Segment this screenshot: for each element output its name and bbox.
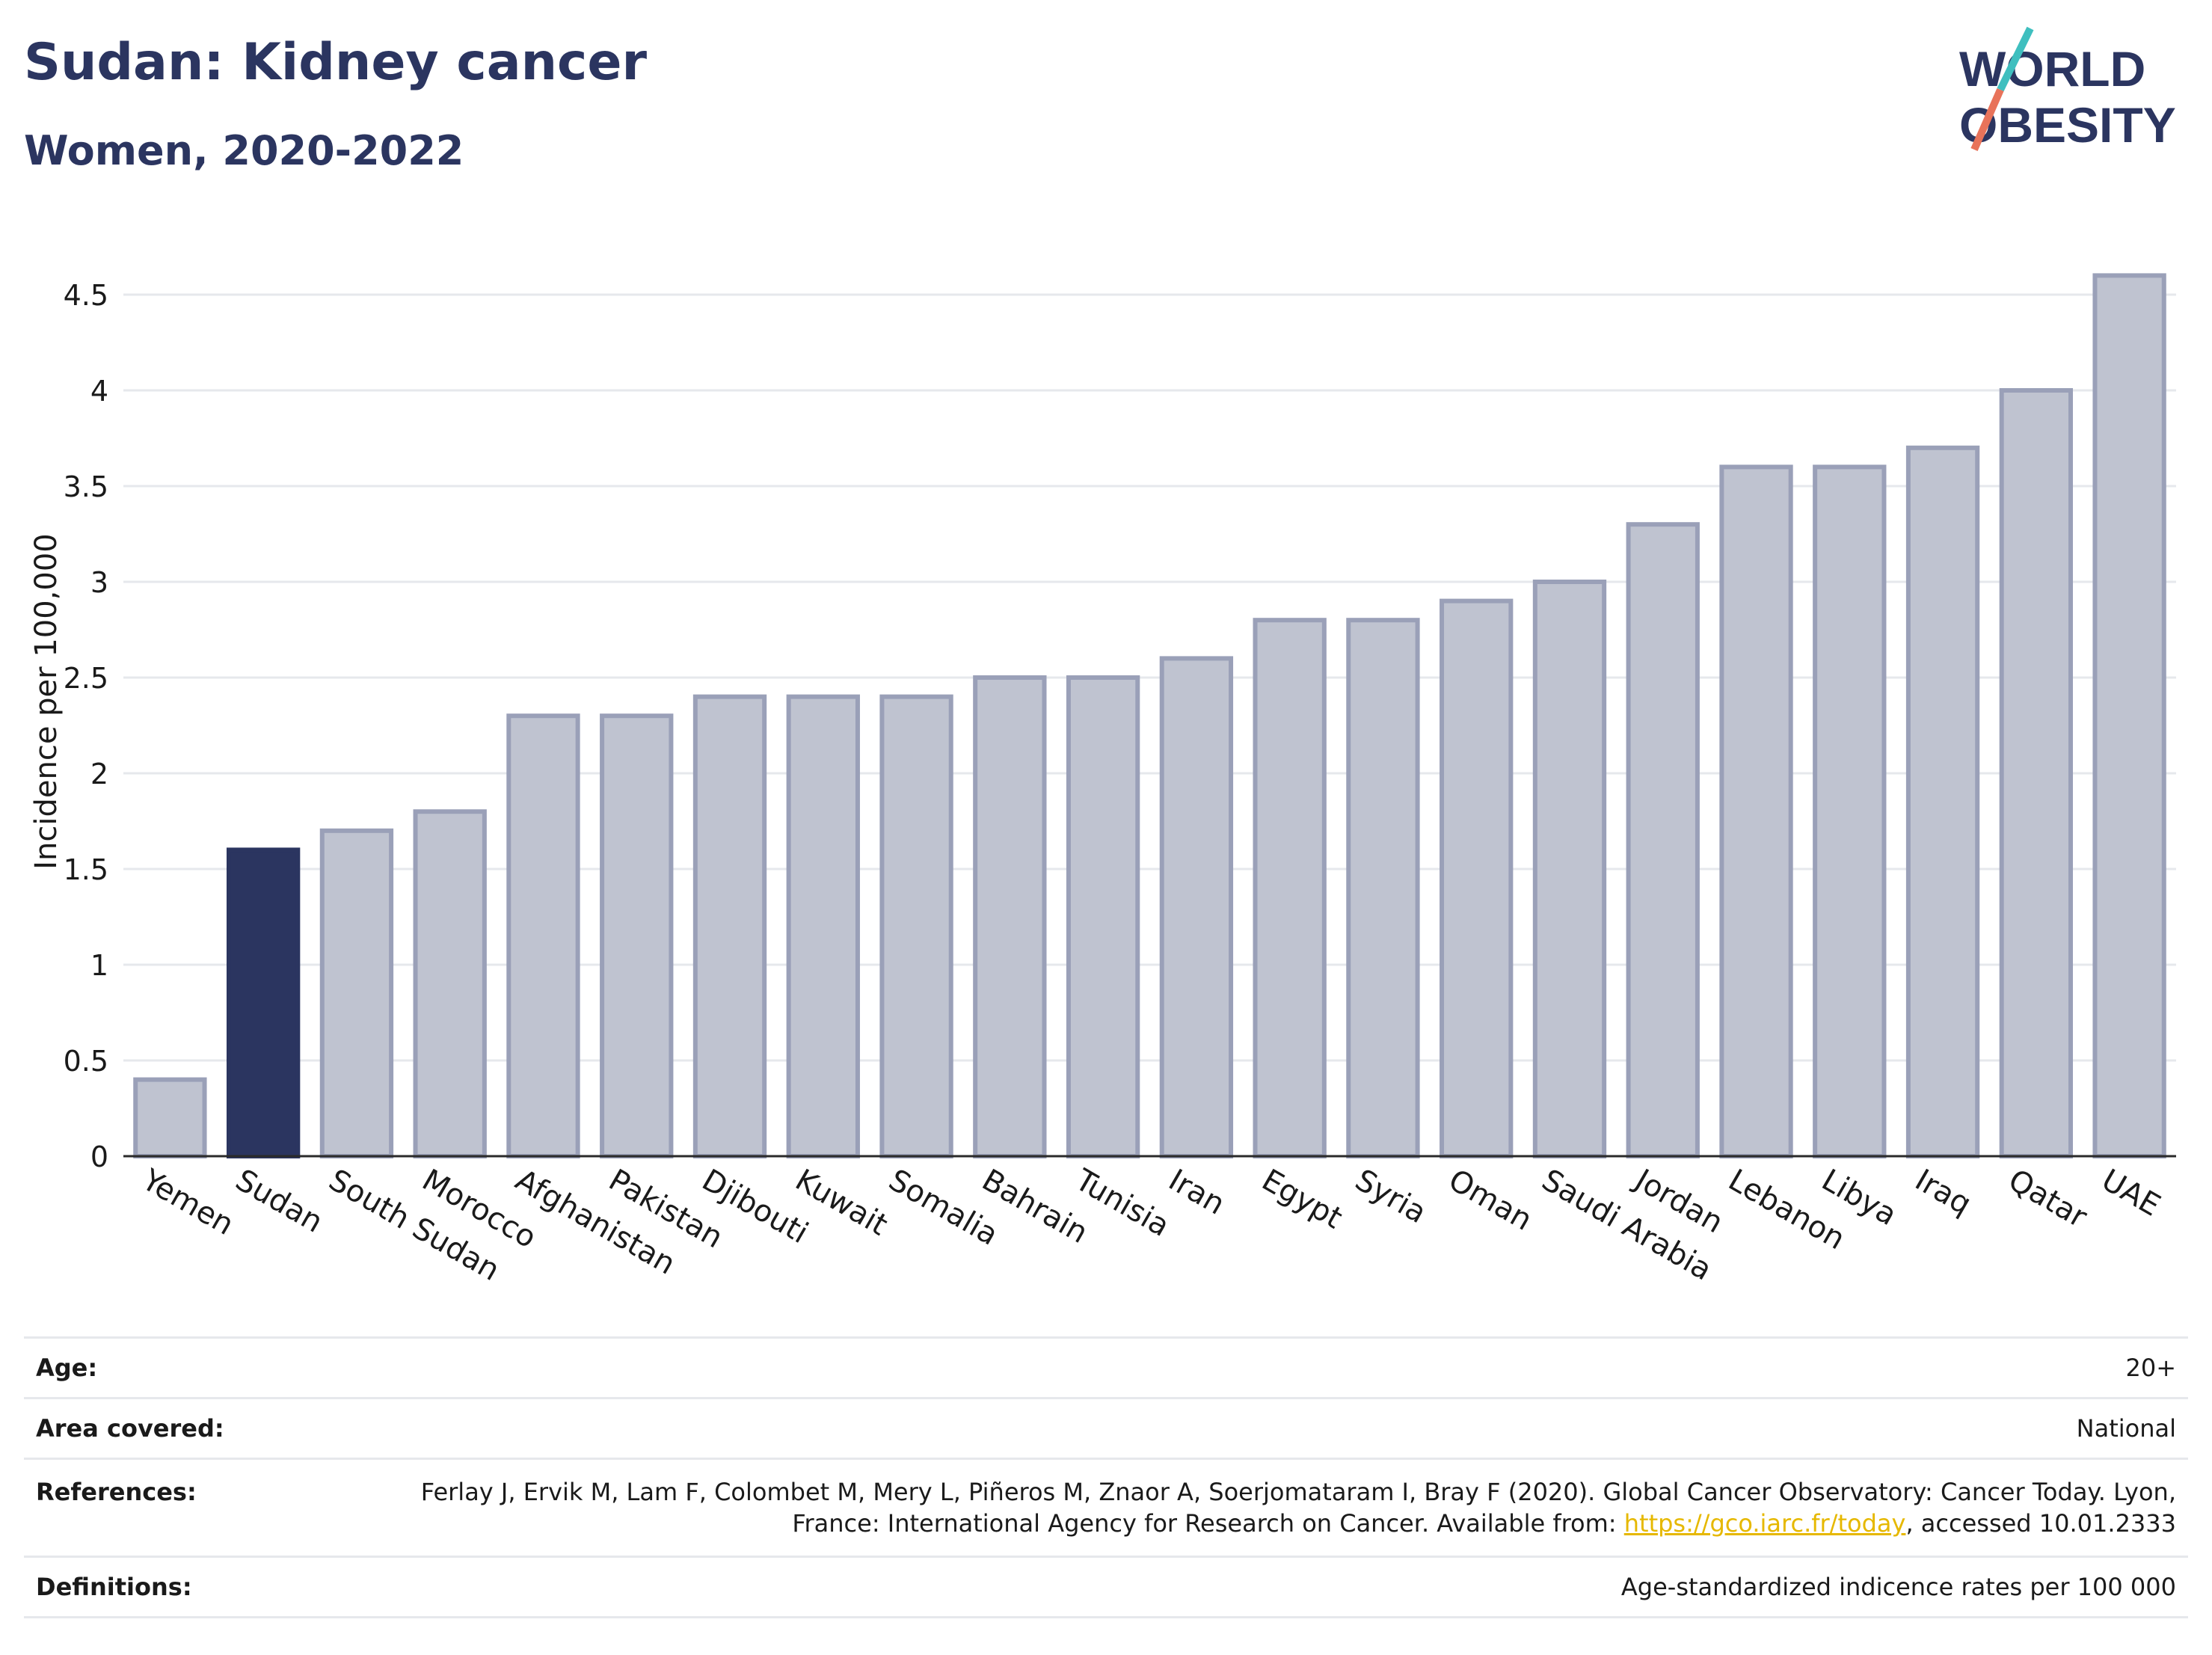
references-link[interactable]: https://gco.iarc.fr/today — [1623, 1509, 1906, 1538]
bar-qatar — [1999, 388, 2074, 1158]
bar-kuwait — [786, 694, 860, 1158]
bar-yemen — [133, 1077, 207, 1158]
x-tick-label: Iraq — [1909, 1163, 1977, 1222]
references-suffix: , accessed 10.01.2333 — [1905, 1509, 2176, 1538]
world-obesity-logo: WORLD OBESITY — [1959, 26, 2176, 153]
bar-jordan — [1626, 522, 1700, 1158]
x-tick-label: Sudan — [230, 1163, 328, 1240]
bar-sudan — [226, 847, 301, 1159]
definitions-row: Definitions: Age-standardized indicence … — [24, 1556, 2188, 1618]
x-tick-label: Egypt — [1256, 1163, 1348, 1236]
bar-egypt — [1253, 618, 1327, 1158]
bar-uae — [2092, 273, 2166, 1158]
age-row: Age: 20+ — [24, 1336, 2188, 1397]
bar-oman — [1440, 598, 1514, 1159]
bar-morocco — [413, 809, 487, 1158]
y-tick-label: 4 — [90, 375, 108, 408]
definitions-label: Definitions: — [36, 1573, 192, 1601]
y-tick-label: 0 — [90, 1140, 108, 1173]
bar-somalia — [879, 694, 953, 1158]
bar-libya — [1813, 464, 1887, 1158]
bar-saudi-arabia — [1532, 580, 1607, 1158]
bar-iraq — [1905, 445, 1980, 1158]
x-tick-label: Qatar — [2003, 1163, 2093, 1235]
y-tick-label: 0.5 — [64, 1045, 108, 1078]
y-tick-label: 3 — [90, 566, 108, 599]
svg-text:WORLD: WORLD — [1959, 41, 2145, 96]
bar-south-sudan — [319, 828, 394, 1158]
x-tick-label: Yemen — [136, 1162, 240, 1242]
references-value: Ferlay J, Ervik M, Lam F, Colombet M, Me… — [419, 1476, 2188, 1539]
chart-title: Sudan: Kidney cancer — [24, 33, 647, 92]
y-axis-title: Incidence per 100,000 — [29, 533, 64, 870]
definitions-value: Age-standardized indicence rates per 100… — [1620, 1573, 2176, 1601]
chart-subtitle: Women, 2020-2022 — [24, 127, 464, 174]
x-tick-label: Syria — [1349, 1163, 1432, 1230]
y-tick-label: 3.5 — [64, 470, 108, 503]
y-tick-label: 4.5 — [64, 279, 108, 312]
y-tick-label: 1 — [90, 949, 108, 982]
y-tick-label: 1.5 — [64, 853, 108, 886]
info-table: Age: 20+ Area covered: National Referenc… — [24, 1336, 2188, 1618]
bar-djibouti — [692, 694, 767, 1158]
bar-pakistan — [600, 713, 674, 1158]
area-value: National — [2076, 1414, 2176, 1443]
references-label: References: — [36, 1478, 197, 1506]
area-label: Area covered: — [36, 1414, 224, 1443]
bar-tunisia — [1066, 675, 1140, 1158]
y-tick-label: 2.5 — [64, 662, 108, 695]
age-value: 20+ — [2125, 1354, 2176, 1382]
age-label: Age: — [36, 1354, 98, 1382]
area-row: Area covered: National — [24, 1397, 2188, 1458]
y-tick-label: 2 — [90, 758, 108, 790]
bar-chart: 0 0.5 1 1.5 2 2.5 3 3.5 4 4.5 Incidence per 100,00… — [29, 273, 2176, 1288]
bar-syria — [1346, 618, 1420, 1158]
references-text: Ferlay J, Ervik M, Lam F, Colombet M, Me… — [420, 1478, 2176, 1538]
bar-iran — [1159, 656, 1234, 1158]
x-tick-label: Oman — [1443, 1163, 1537, 1238]
bar-bahrain — [973, 675, 1047, 1158]
x-tick-label: UAE — [2096, 1163, 2166, 1223]
references-row: References: Ferlay J, Ervik M, Lam F, Co… — [24, 1458, 2188, 1556]
bar-lebanon — [1719, 464, 1793, 1158]
bar-afghanistan — [506, 713, 580, 1158]
